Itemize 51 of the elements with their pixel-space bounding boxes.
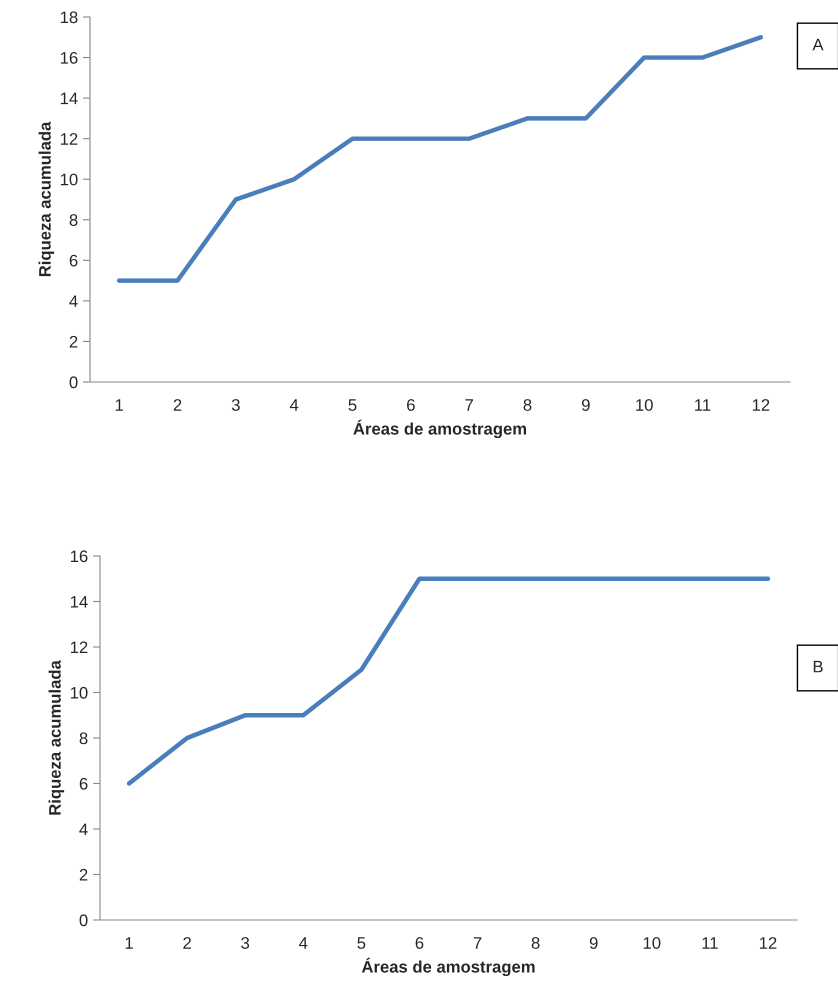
y-tick-label: 8	[80, 732, 88, 744]
x-tick-label: 8	[532, 937, 540, 949]
y-tick-label: 8	[70, 214, 78, 226]
x-axis-title: Áreas de amostragem	[353, 420, 526, 438]
x-tick-label: 6	[416, 937, 424, 949]
x-tick-label: 7	[465, 399, 473, 411]
x-tick-label: 3	[232, 399, 240, 411]
x-tick-label: 9	[582, 399, 590, 411]
x-tick-label: 10	[644, 937, 660, 949]
x-tick-label: 12	[752, 399, 770, 411]
y-tick-label: 4	[79, 824, 88, 836]
x-tick-label: 3	[241, 937, 250, 949]
text: B	[814, 660, 823, 672]
y-tick-label: 12	[60, 133, 78, 145]
y-tick-label: 10	[70, 686, 88, 699]
y-tick-label: 10	[60, 174, 78, 186]
x-tick-label: 11	[695, 399, 710, 411]
x-tick-label: 1	[126, 937, 133, 949]
y-tick-label: 16	[60, 52, 78, 64]
x-tick-label: 5	[348, 399, 356, 411]
line-series	[116, 35, 764, 283]
y-tick-label: 2	[80, 868, 88, 881]
x-tick-label: 6	[407, 399, 415, 411]
x-tick-label: 11	[702, 937, 718, 949]
x-tick-label: 8	[524, 399, 532, 411]
x-tick-label: 12	[760, 937, 776, 949]
x-tick-label: 9	[590, 937, 598, 949]
x-tick-label: 2	[174, 399, 182, 411]
x-tick-label: 1	[116, 399, 123, 411]
y-axis-title: Riqueza acumulada	[38, 122, 54, 276]
x-tick-label: 7	[474, 937, 482, 949]
y-tick-label: 6	[80, 778, 88, 790]
x-tick-label: 10	[636, 399, 653, 411]
x-tick-label: 5	[357, 937, 366, 949]
y-axis-title: Riqueza acumulada	[48, 660, 64, 815]
line-series	[126, 576, 770, 786]
y-tick-label: 4	[69, 295, 78, 307]
y-tick-label: 14	[60, 92, 78, 104]
x-tick-label: 4	[299, 937, 308, 949]
y-tick-label: 6	[70, 254, 78, 267]
y-tick-label: 12	[70, 641, 88, 654]
y-tick-label: 2	[70, 336, 78, 348]
y-tick-label: 16	[70, 550, 88, 562]
y-tick-label: 14	[70, 596, 88, 608]
x-tick-label: 4	[290, 399, 298, 411]
x-axis-title: Áreas de amostragem	[362, 958, 535, 976]
text: A	[812, 38, 824, 50]
y-tick-label: 0	[80, 914, 88, 926]
x-tick-label: 2	[183, 937, 191, 949]
y-tick-label: 0	[70, 376, 78, 388]
y-tick-label: 18	[60, 11, 78, 24]
